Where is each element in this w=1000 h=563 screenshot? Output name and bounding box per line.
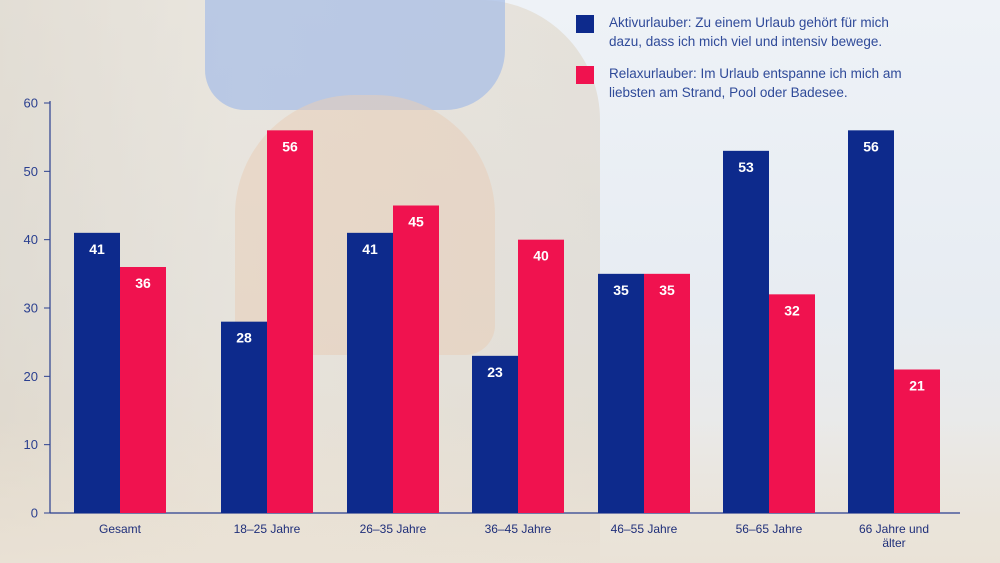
bar-value-label: 21 bbox=[909, 378, 925, 394]
bar-aktivurlauber bbox=[598, 273, 644, 513]
bar-value-label: 56 bbox=[863, 138, 879, 154]
bar-aktivurlauber bbox=[347, 232, 393, 514]
bar-relaxurlauber bbox=[518, 239, 564, 513]
bar-value-label: 36 bbox=[135, 275, 151, 291]
bar-value-label: 28 bbox=[236, 330, 252, 346]
legend-entry-label: Relaxurlauber: Im Urlaub entspanne ich m… bbox=[609, 66, 902, 100]
x-category-label: 46–55 Jahre bbox=[611, 522, 678, 536]
y-tick-label: 0 bbox=[31, 506, 38, 521]
bar-value-label: 32 bbox=[784, 302, 800, 318]
legend-entry-label: Aktivurlauber: Zu einem Urlaub gehört fü… bbox=[609, 15, 889, 49]
x-category-label: 26–35 Jahre bbox=[360, 522, 427, 536]
y-tick-label: 20 bbox=[24, 369, 38, 384]
y-tick-label: 10 bbox=[24, 437, 38, 452]
bar-aktivurlauber bbox=[848, 130, 894, 514]
legend-swatch-aktivurlauber bbox=[576, 15, 594, 33]
bar-value-label: 35 bbox=[613, 282, 629, 298]
legend-swatch-relaxurlauber bbox=[576, 66, 594, 84]
bar-aktivurlauber bbox=[472, 355, 518, 513]
bar-aktivurlauber bbox=[723, 150, 769, 514]
bar-aktivurlauber bbox=[221, 321, 267, 513]
bar-value-label: 23 bbox=[487, 364, 503, 380]
bar-value-label: 56 bbox=[282, 138, 298, 154]
bar-relaxurlauber bbox=[120, 267, 166, 513]
bar-aktivurlauber bbox=[74, 232, 120, 514]
bar-value-label: 41 bbox=[89, 241, 105, 257]
x-category-label: 18–25 Jahre bbox=[234, 522, 301, 536]
bar-value-label: 41 bbox=[362, 241, 378, 257]
bar-value-label: 53 bbox=[738, 159, 754, 175]
y-tick-label: 30 bbox=[24, 301, 38, 316]
x-category-label: 56–65 Jahre bbox=[736, 522, 803, 536]
x-category-label: 66 Jahre und älter bbox=[859, 522, 929, 550]
bar-value-label: 35 bbox=[659, 282, 675, 298]
bar-relaxurlauber bbox=[894, 369, 940, 513]
bar-value-label: 40 bbox=[533, 248, 549, 264]
bar-relaxurlauber bbox=[267, 130, 313, 514]
y-tick-label: 50 bbox=[24, 164, 38, 179]
y-tick-label: 60 bbox=[24, 96, 38, 111]
bar-value-label: 45 bbox=[408, 214, 424, 230]
x-category-label: 36–45 Jahre bbox=[485, 522, 552, 536]
bar-relaxurlauber bbox=[393, 205, 439, 513]
y-tick-label: 40 bbox=[24, 232, 38, 247]
x-category-label: Gesamt bbox=[99, 522, 142, 536]
bar-relaxurlauber bbox=[644, 273, 690, 513]
bar-relaxurlauber bbox=[769, 294, 815, 513]
background-awning bbox=[205, 0, 505, 110]
